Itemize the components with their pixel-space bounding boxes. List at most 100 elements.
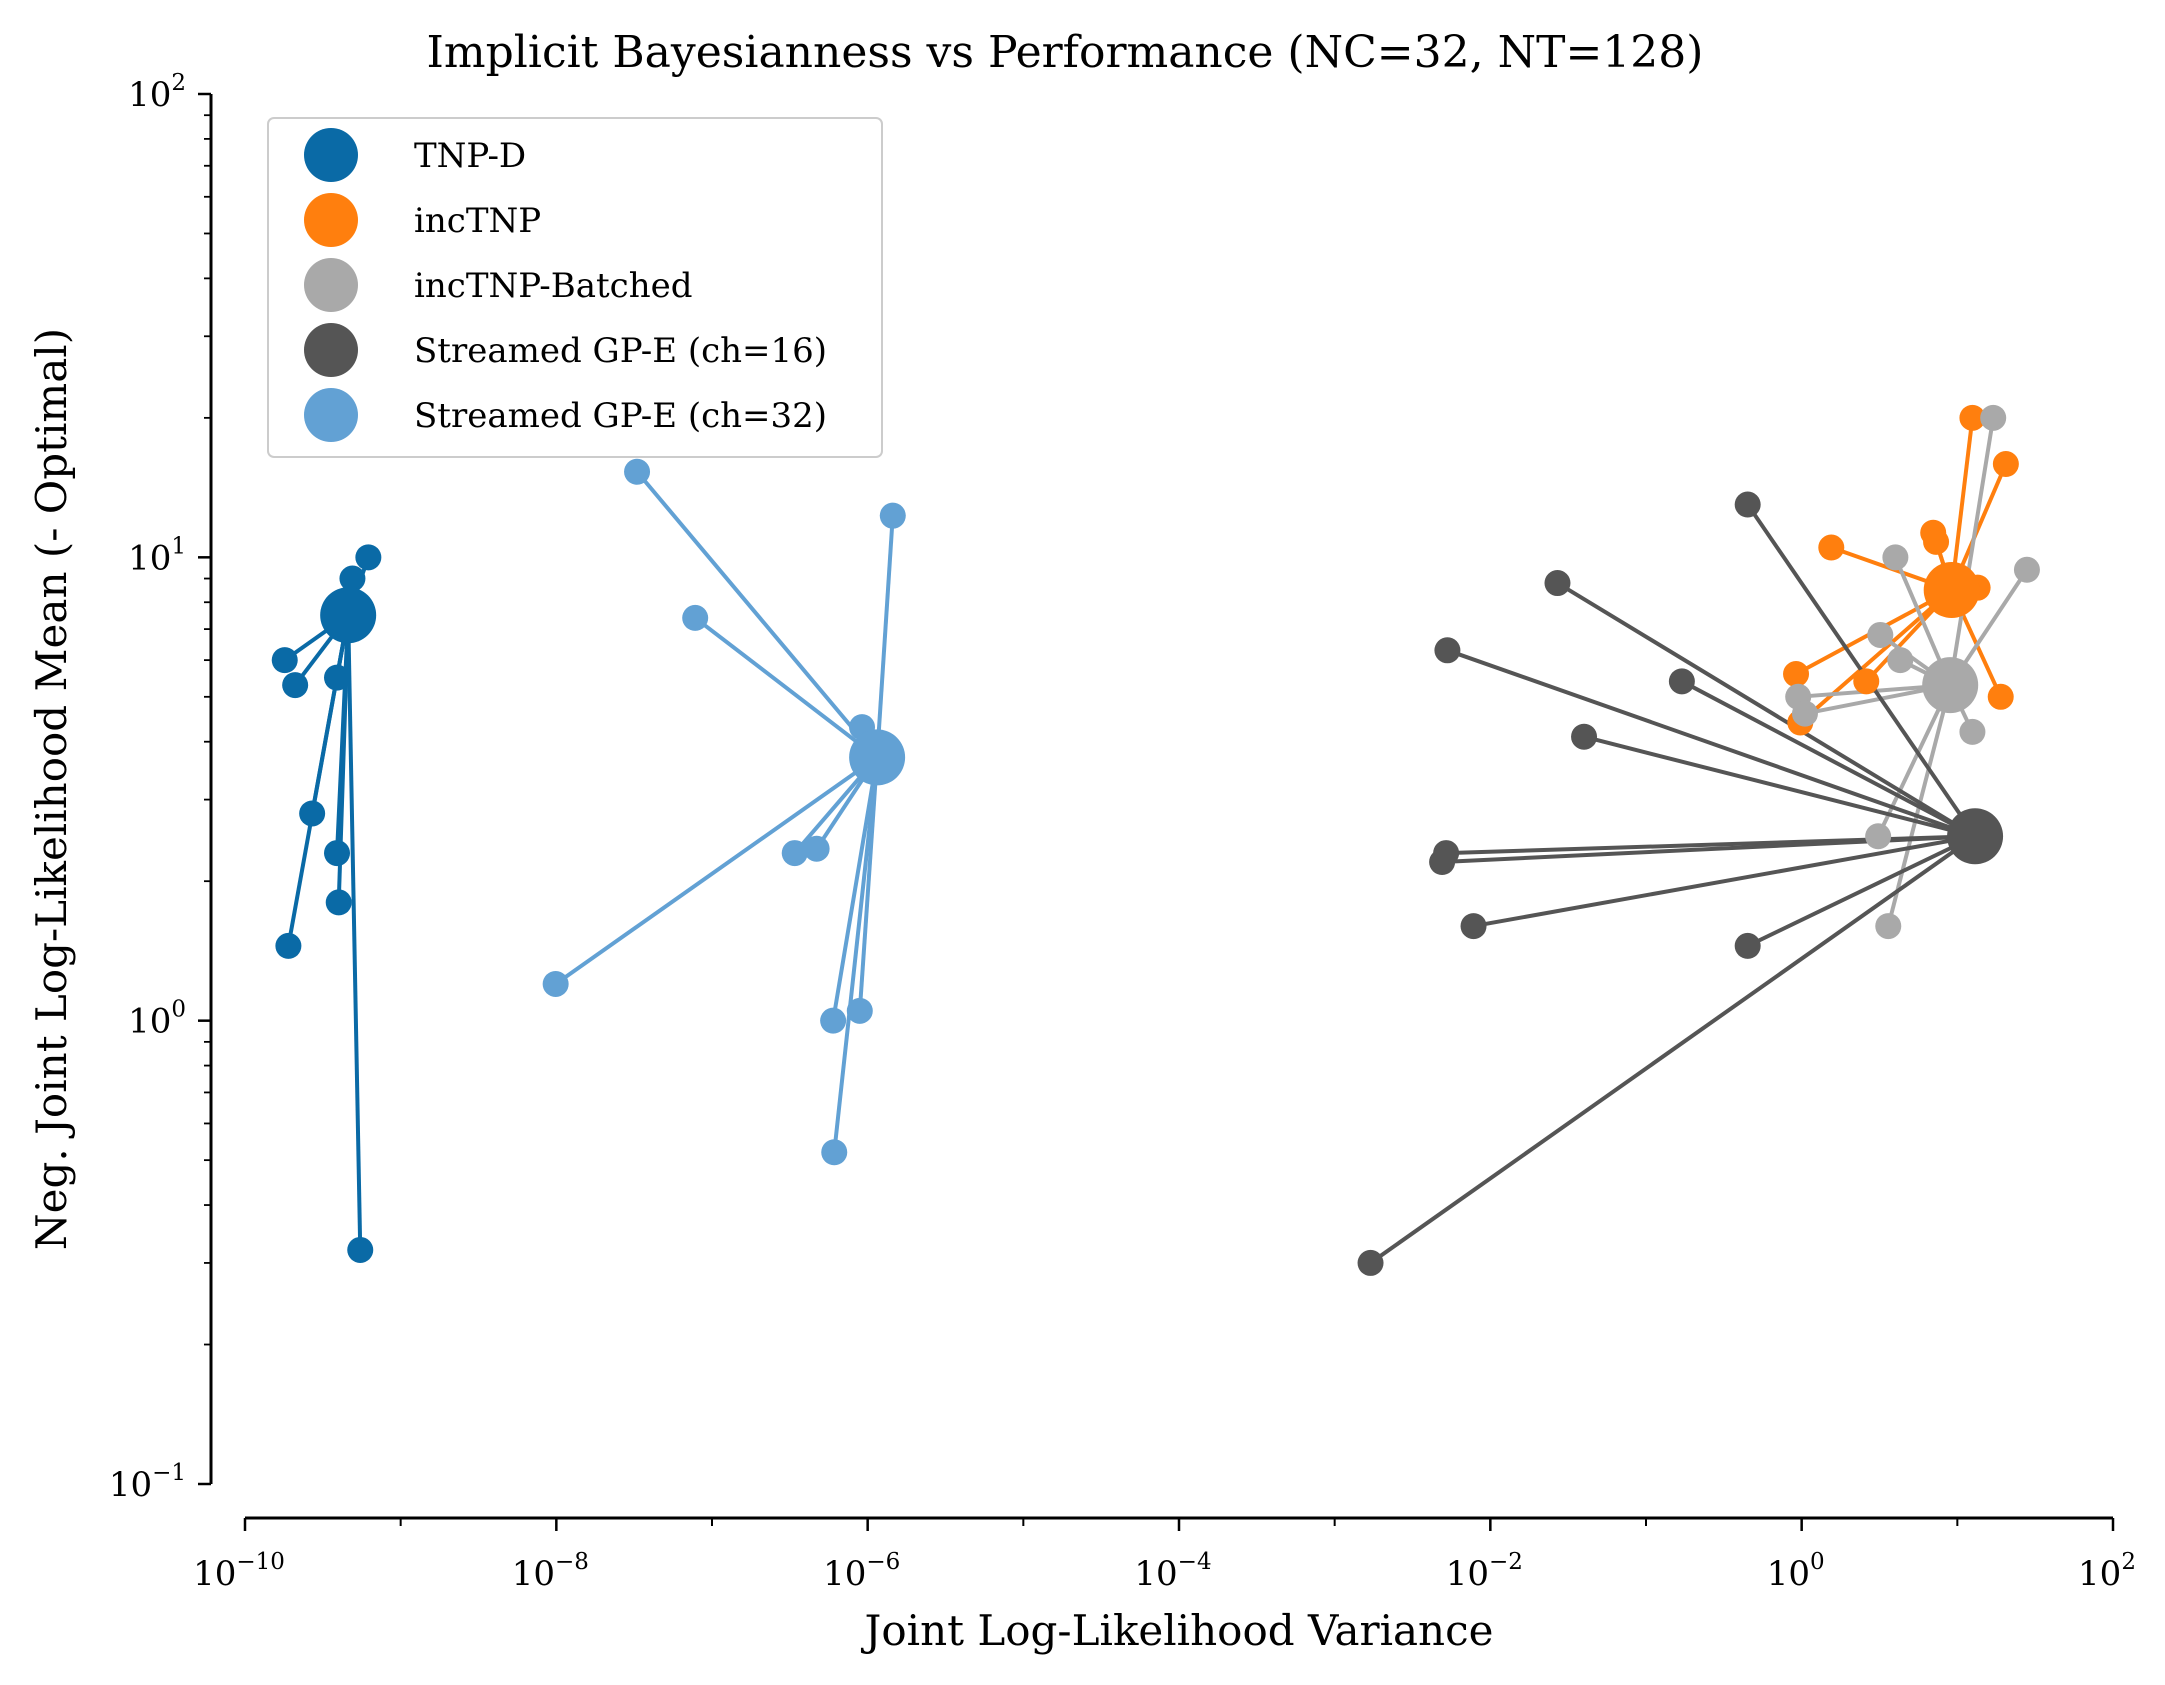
y-tick-label: 101 xyxy=(128,533,186,578)
data-point xyxy=(846,997,873,1024)
legend-item: incTNP-Batched xyxy=(304,258,693,312)
series-link-line xyxy=(1948,417,1996,686)
data-point xyxy=(781,840,808,867)
y-tick-label: 100 xyxy=(128,997,186,1042)
data-point xyxy=(820,1007,847,1034)
legend-item: Streamed GP-E (ch=16) xyxy=(304,323,827,377)
data-point xyxy=(542,970,569,997)
data-point xyxy=(299,800,326,827)
x-tick-label: 10−2 xyxy=(1446,1549,1523,1594)
data-point xyxy=(324,840,351,867)
series-points-4 xyxy=(542,458,906,1166)
legend-item: incTNP xyxy=(304,193,541,247)
series-link-line xyxy=(831,757,880,1021)
series-link-line xyxy=(554,755,879,986)
y-tick-label: 10−1 xyxy=(109,1460,186,1505)
data-point xyxy=(271,647,298,674)
series-link-line xyxy=(1369,834,1977,1265)
legend-marker xyxy=(304,193,358,247)
series-link-line xyxy=(1583,734,1976,839)
data-point xyxy=(355,544,382,571)
y-ticks: 10−1 100 101 102 xyxy=(109,70,211,1505)
series-3 xyxy=(1369,503,1977,1265)
x-tick-label: 10−6 xyxy=(823,1549,900,1594)
legend: TNP-D incTNP incTNP-Batched Streamed GP-E (… xyxy=(267,117,883,458)
series-link-line xyxy=(1473,834,1976,929)
data-point xyxy=(339,565,366,592)
series-points-0 xyxy=(271,544,382,1263)
legend-label: Streamed GP-E (ch=16) xyxy=(414,331,827,371)
series-link-line xyxy=(1746,834,1976,948)
axes: 10−10 10−8 10−6 10−4 10−2 100 102 10−110010110… xyxy=(109,70,2136,1594)
data-point xyxy=(1668,668,1695,695)
data-point xyxy=(1887,647,1914,674)
data-point xyxy=(347,1236,374,1263)
data-point xyxy=(1429,849,1456,876)
legend-marker xyxy=(304,128,358,182)
data-point xyxy=(1882,544,1909,571)
chart-title: Implicit Bayesianness vs Performance (NC… xyxy=(427,27,1704,78)
x-axis-label: Joint Log-Likelihood Variance xyxy=(861,1606,1494,1655)
data-point xyxy=(1959,718,1986,745)
data-point xyxy=(1959,404,1986,431)
series-points xyxy=(271,404,2040,1276)
data-point xyxy=(682,604,709,631)
legend-items: TNP-D incTNP incTNP-Batched Streamed GP-E (… xyxy=(304,128,827,442)
data-point xyxy=(1460,913,1487,940)
x-tick-label: 10−10 xyxy=(193,1549,285,1594)
legend-marker xyxy=(304,323,358,377)
series-center-point xyxy=(1923,562,1980,619)
series-link-line xyxy=(875,515,895,758)
series-link-line xyxy=(346,615,363,1250)
data-point xyxy=(325,889,352,916)
series-link-line xyxy=(1446,648,1976,839)
y-axis-label: Neg. Joint Log-Likelihood Mean (- Optima… xyxy=(27,328,76,1250)
series-link-line xyxy=(832,757,880,1153)
data-point xyxy=(1818,534,1845,561)
y-tick-label: 102 xyxy=(128,70,186,115)
legend-marker xyxy=(304,388,358,442)
data-point xyxy=(1791,700,1818,727)
data-point xyxy=(821,1139,848,1166)
data-point xyxy=(1853,668,1880,695)
data-point xyxy=(1987,683,2014,710)
data-point xyxy=(803,835,830,862)
data-point xyxy=(1734,932,1761,959)
series-points-1 xyxy=(1783,404,2019,736)
x-tick-label: 10−8 xyxy=(512,1549,589,1594)
data-point xyxy=(1357,1249,1384,1276)
data-point xyxy=(1992,451,2019,478)
data-point xyxy=(1783,661,1810,688)
series-link-line xyxy=(1798,588,1954,725)
data-point xyxy=(1867,621,1894,648)
series-link-line xyxy=(693,616,879,759)
series-link-line xyxy=(635,470,879,759)
data-point xyxy=(624,458,651,485)
series-link-line xyxy=(1949,417,1975,591)
series-points-3 xyxy=(1357,491,2004,1276)
series-center-point xyxy=(849,729,906,786)
data-point xyxy=(324,664,351,691)
data-point xyxy=(282,672,309,699)
x-ticks: 10−10 10−8 10−6 10−4 10−2 100 102 xyxy=(193,1518,2136,1594)
data-point xyxy=(1865,823,1892,850)
data-point xyxy=(879,502,906,529)
legend-item: TNP-D xyxy=(304,128,526,182)
legend-label: TNP-D xyxy=(414,136,526,176)
legend-label: Streamed GP-E (ch=32) xyxy=(414,396,827,436)
legend-frame xyxy=(267,117,883,458)
data-point xyxy=(1434,637,1461,664)
legend-marker xyxy=(304,258,358,312)
series-center-point xyxy=(320,587,377,644)
legend-label: incTNP-Batched xyxy=(414,266,693,306)
series-center-point xyxy=(1947,808,2004,865)
data-point xyxy=(1734,491,1761,518)
data-point xyxy=(275,932,302,959)
data-point xyxy=(1923,528,1950,555)
series-lines xyxy=(283,417,2029,1265)
series-link-line xyxy=(1680,679,1977,839)
x-tick-label: 102 xyxy=(2078,1549,2136,1594)
legend-item: Streamed GP-E (ch=32) xyxy=(304,388,827,442)
x-tick-label: 100 xyxy=(1767,1549,1825,1594)
